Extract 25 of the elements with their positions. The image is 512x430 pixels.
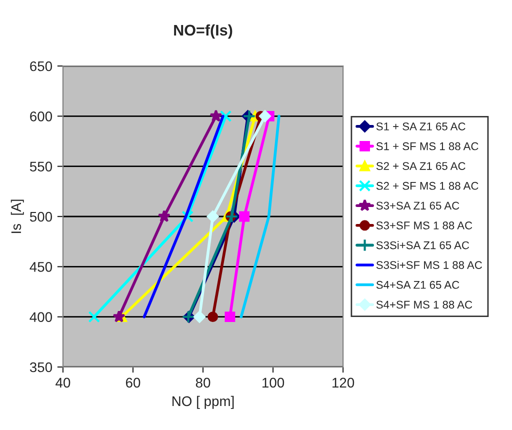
- chart-title: NO=f(Is): [174, 24, 232, 39]
- y-tick-label: 350: [30, 362, 52, 372]
- y-tick-label: 650: [30, 61, 52, 72]
- x-tick-label: 80: [196, 378, 210, 388]
- legend-label: S4+SA Z1 65 AC: [376, 280, 460, 289]
- x-tick-label: 100: [262, 378, 284, 388]
- x-axis-title: NO [ ppm]: [172, 396, 234, 409]
- legend-label: S3+SF MS 1 88 AC: [376, 222, 472, 230]
- x-tick-label: 40: [56, 378, 70, 388]
- y-tick-label: 500: [30, 212, 52, 222]
- legend-label: S1 + SA Z1 65 AC: [376, 122, 466, 130]
- y-tick-label: 550: [30, 162, 52, 172]
- legend-label: S1 + SF MS 1 88 AC: [376, 142, 478, 150]
- legend-label: S3Si+SF MS 1 88 AC: [376, 260, 482, 269]
- legend-label: S2 + SA Z1 65 AC: [376, 162, 466, 170]
- legend-label: S4+SF MS 1 88 AC: [376, 300, 472, 309]
- legend-label: S3+SA Z1 65 AC: [376, 202, 460, 210]
- y-axis-title: Is [A]: [10, 200, 24, 233]
- x-tick-label: 120: [332, 378, 354, 388]
- legend-label: S2 + SF MS 1 88 AC: [376, 182, 478, 190]
- legend-label: S3Si+SA Z1 65 AC: [376, 241, 470, 250]
- y-tick-label: 450: [30, 262, 52, 272]
- y-tick-label: 400: [30, 312, 52, 322]
- y-tick-label: 600: [30, 112, 52, 122]
- x-tick-label: 60: [126, 378, 140, 388]
